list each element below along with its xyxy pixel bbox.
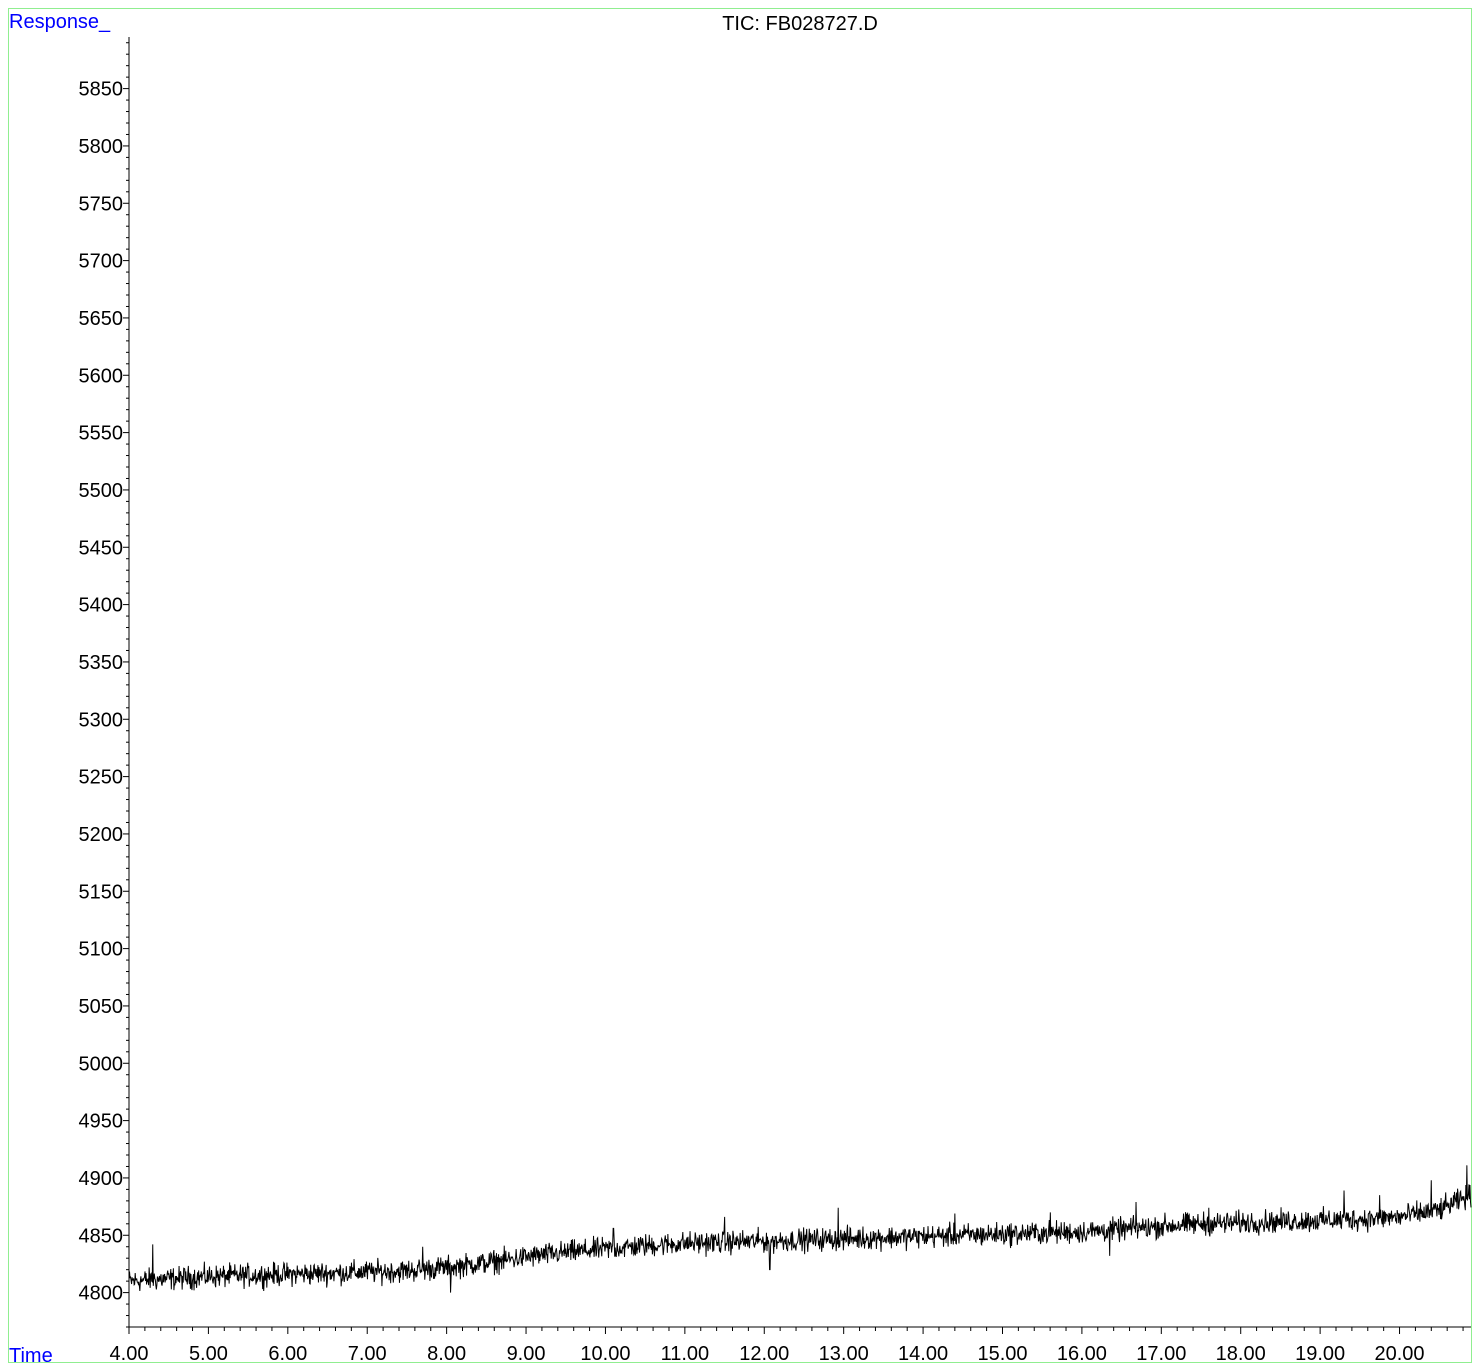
x-tick-label: 9.00 (507, 1343, 546, 1364)
y-tick-label: 4900 (79, 1168, 124, 1190)
y-tick-label: 5150 (79, 881, 124, 903)
y-tick-label: 5100 (79, 939, 124, 961)
y-tick-label: 5250 (79, 767, 124, 789)
y-tick-label: 5300 (79, 709, 124, 731)
y-tick-label: 5750 (79, 193, 124, 215)
y-tick-label: 4950 (79, 1111, 124, 1133)
x-tick-label: 7.00 (348, 1343, 387, 1364)
x-tick-label: 17.00 (1136, 1343, 1186, 1364)
x-tick-label: 4.00 (110, 1343, 149, 1364)
x-axis-ticks: 4.00 5.00 6.00 7.00 8.00 9.00 10.00 11.00 12.00 1… (110, 1327, 1464, 1364)
y-tick-label: 5000 (79, 1053, 124, 1075)
x-tick-label: 10.00 (580, 1343, 630, 1364)
x-axis-label: Time (9, 1345, 53, 1364)
x-tick-label: 20.00 (1375, 1343, 1425, 1364)
chart-frame (8, 8, 1472, 1363)
x-tick-label: 8.00 (427, 1343, 466, 1364)
x-tick-label: 16.00 (1057, 1343, 1107, 1364)
y-tick-label: 5400 (79, 595, 124, 617)
axes (128, 37, 1471, 1328)
x-tick-label: 6.00 (268, 1343, 307, 1364)
y-axis-label: Response_ (9, 11, 111, 33)
y-tick-label: 5050 (79, 996, 124, 1018)
y-tick-label: 5850 (79, 79, 124, 101)
y-tick-label: 5600 (79, 365, 124, 387)
x-tick-label: 11.00 (661, 1343, 710, 1364)
x-tick-label: 14.00 (898, 1343, 948, 1364)
x-tick-label: 13.00 (819, 1343, 869, 1364)
x-tick-label: 18.00 (1216, 1343, 1266, 1364)
y-tick-label: 5650 (79, 308, 124, 330)
x-tick-label: 19.00 (1295, 1343, 1345, 1364)
tic-trace-line (128, 1165, 1472, 1293)
x-tick-label: 12.00 (739, 1343, 789, 1364)
y-tick-label: 5550 (79, 423, 124, 445)
y-axis-ticks: 4800 4850 4900 4950 5000 5050 5100 5150 5200 5250… (79, 42, 129, 1328)
y-tick-label: 5700 (79, 251, 124, 273)
y-tick-label: 5800 (79, 136, 124, 158)
tic-trace (128, 1165, 1472, 1293)
y-tick-label: 4850 (79, 1225, 124, 1247)
x-tick-label: 5.00 (189, 1343, 228, 1364)
y-tick-label: 5500 (79, 480, 124, 502)
y-tick-label: 4800 (79, 1283, 124, 1305)
y-tick-label: 5200 (79, 824, 124, 846)
x-tick-label: 15.00 (977, 1343, 1027, 1364)
chart-title: TIC: FB028727.D (722, 13, 878, 35)
y-tick-label: 5350 (79, 652, 124, 674)
y-tick-label: 5450 (79, 537, 124, 559)
